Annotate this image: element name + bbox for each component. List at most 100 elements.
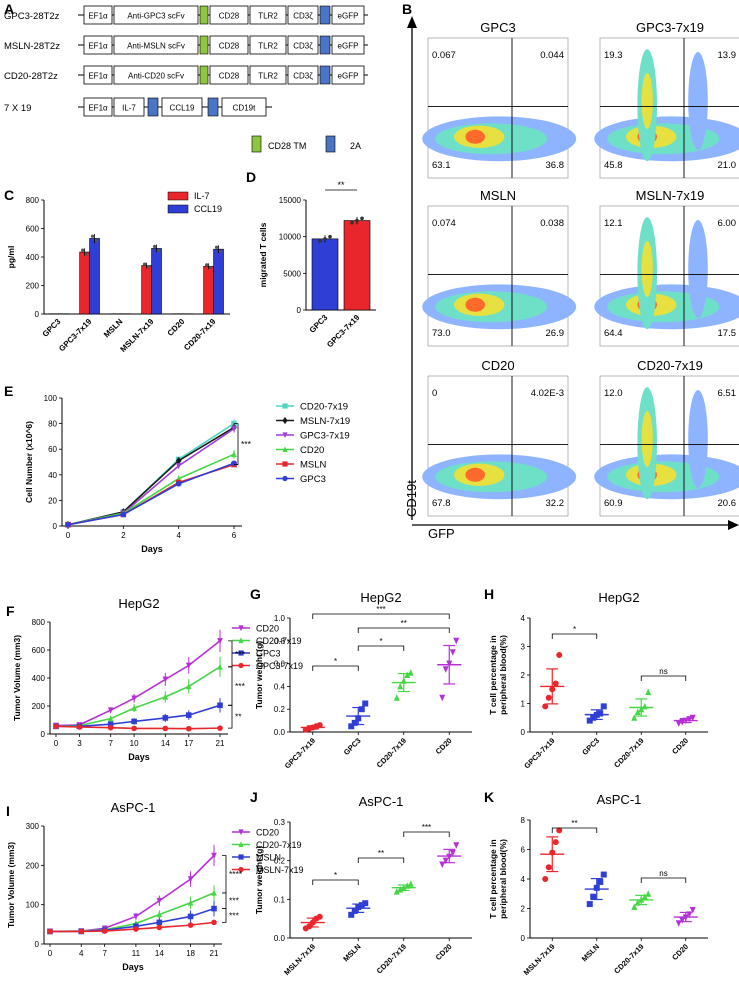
data-point	[553, 681, 559, 687]
significance-bracket	[404, 832, 450, 837]
flow-y-arrowhead	[407, 16, 417, 28]
x-tick-label: CD20-7x19	[612, 942, 645, 975]
legend-tm-swatch	[252, 136, 261, 152]
construct-box-label: EF1α	[88, 12, 108, 21]
y-tick-label: 100	[44, 394, 58, 403]
data-point	[587, 901, 593, 907]
bar-CCL19	[152, 248, 162, 314]
data-point	[360, 217, 364, 221]
data-point	[439, 695, 445, 702]
flow-x-arrowhead	[728, 520, 739, 530]
construct-box-label: Anti-CD20 scFv	[128, 72, 184, 81]
quadrant-ll-value: 67.8	[432, 498, 451, 509]
x-tick-label: CD20-7x19	[182, 317, 218, 353]
series-line-GPC3	[68, 463, 234, 524]
y-tick-label: 20	[48, 496, 57, 505]
bar-CCL19	[214, 249, 224, 314]
series-point-CD20	[231, 451, 237, 457]
y-tick-label: 2	[521, 671, 526, 680]
x-tick-label: CD20	[670, 942, 690, 962]
significance-label: **	[401, 619, 407, 628]
flow-plot-title: GPC3	[480, 20, 515, 35]
y-tick-label: 200	[32, 702, 46, 711]
construct-name: GPC3-28T2z	[4, 11, 60, 22]
y-axis-label: peripheral blood(%)	[498, 839, 508, 919]
y-tick-label: 1	[521, 700, 526, 709]
y-tick-label: 200	[26, 282, 40, 291]
data-point	[91, 235, 94, 238]
quadrant-lr-value: 21.0	[718, 160, 737, 171]
construct-box-label: TLR2	[258, 12, 278, 21]
legend-label: CCL19	[194, 204, 222, 214]
x-tick-label: CD20-7x19	[612, 736, 645, 769]
series-point-GPC3	[217, 703, 223, 709]
y-axis-label: pg/ml	[6, 246, 16, 269]
panel-label-B: B	[402, 1, 412, 17]
data-point	[597, 879, 603, 885]
quadrant-lr-value: 26.9	[546, 328, 565, 339]
y-tick-label: 0.4	[274, 682, 286, 691]
y-tick-label: 0	[521, 934, 526, 943]
x-tick-label: 14	[155, 949, 164, 958]
quadrant-ur-value: 0.038	[540, 218, 564, 229]
y-tick-label: 400	[32, 674, 46, 683]
series-line-CD20-7x19	[68, 424, 234, 525]
flow-density-upper-right	[688, 390, 708, 488]
construct-box-label: Anti-GPC3 scFv	[127, 12, 184, 21]
significance-label: ****	[229, 869, 243, 879]
y-tick-label: 3	[521, 643, 526, 652]
y-tick-label: 2	[521, 905, 526, 914]
quadrant-ul-value: 19.3	[604, 50, 623, 61]
data-point	[362, 900, 368, 906]
y-tick-label: 100	[26, 901, 40, 910]
data-point	[355, 219, 359, 223]
x-tick-label: 0	[54, 739, 59, 748]
data-point	[397, 683, 403, 690]
y-axis-label: migrated T cells	[258, 222, 268, 287]
significance-bracket	[313, 880, 359, 885]
quadrant-lr-value: 20.6	[718, 498, 737, 509]
x-tick-label: CD20-7x19	[375, 736, 408, 769]
data-point	[317, 722, 323, 728]
x-tick-label: 3	[77, 739, 82, 748]
quadrant-ur-value: 4.02E-3	[531, 388, 564, 399]
significance-label: ***	[422, 823, 431, 832]
construct-box-label: eGFP	[338, 12, 359, 21]
x-tick-label: MSLN	[341, 942, 362, 963]
y-tick-label: 0	[53, 522, 58, 531]
significance-bracket	[222, 856, 226, 893]
significance-label: *	[573, 625, 576, 634]
series-point-GPC3	[231, 460, 237, 466]
construct-box-label: CD28	[219, 42, 240, 51]
panel-label-C: C	[4, 187, 14, 203]
significance-bracket	[222, 909, 226, 923]
y-tick-label: 4	[521, 875, 526, 884]
significance-label: ***	[235, 649, 246, 659]
bar	[344, 221, 370, 310]
significance-bracket	[552, 634, 597, 639]
quadrant-ur-value: 6.00	[718, 218, 737, 229]
series-point-GPC3-7x19	[163, 726, 169, 732]
x-tick-label: CD20	[434, 736, 454, 756]
chart-title: AsPC-1	[111, 800, 156, 815]
x-axis-label: Days	[128, 752, 150, 762]
quadrant-ll-value: 63.1	[432, 160, 451, 171]
x-tick-label: 18	[186, 949, 195, 958]
data-point	[546, 864, 552, 870]
data-point	[153, 245, 156, 248]
data-point	[350, 221, 354, 225]
y-axis-label: T cell percentage in	[488, 635, 498, 714]
significance-bracket	[358, 646, 404, 651]
quadrant-ur-value: 6.51	[718, 388, 737, 399]
cd28-tm-segment	[200, 36, 208, 54]
quadrant-ul-value: 0.074	[432, 218, 456, 229]
series-point-GPC3-7x19	[131, 726, 137, 732]
x-tick-label: 7	[108, 739, 113, 748]
x-tick-label: 4	[79, 949, 84, 958]
x-tick-label: MSLN-7x19	[119, 317, 156, 354]
data-point	[317, 914, 323, 920]
chart-title: HepG2	[118, 596, 159, 611]
bar-IL-7	[204, 266, 214, 314]
flow-density-upper-core	[642, 241, 653, 297]
